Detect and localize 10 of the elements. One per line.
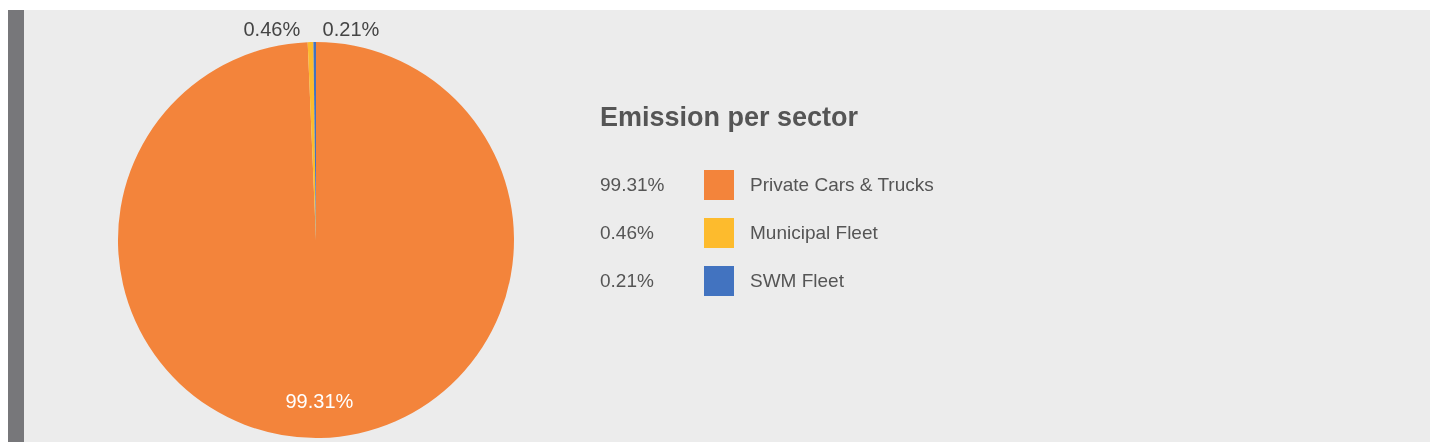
legend-label: SWM Fleet (750, 270, 844, 292)
text: Emission per sector (600, 102, 860, 133)
text: 0.21% (600, 270, 654, 291)
data-label: 99.31% (285, 389, 354, 412)
legend-label: Private Cars & Trucks (750, 174, 934, 196)
text: 99.31% (600, 174, 665, 195)
data-label: 0.21% (322, 17, 380, 40)
text: 0.46% (600, 222, 654, 243)
legend-label: Municipal Fleet (750, 222, 878, 244)
data-label: 0.46% (243, 17, 301, 40)
